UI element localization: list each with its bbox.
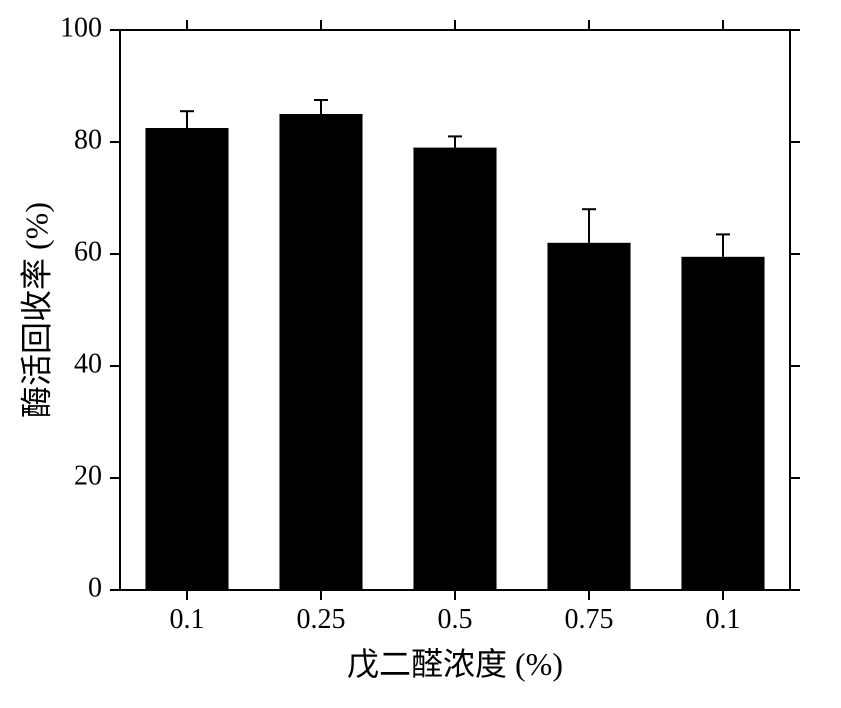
y-tick-label: 0 [88, 572, 102, 603]
x-tick-label: 0.25 [297, 604, 346, 635]
y-tick-label: 60 [74, 236, 102, 267]
bar [681, 257, 764, 590]
x-tick-label: 0.1 [706, 604, 741, 635]
y-tick-label: 20 [74, 460, 102, 491]
bar [547, 243, 630, 590]
bar-chart: 0 20 40 60 80 100 酶活回收率 (%) 0.1 0.25 0.5 0.75 0.1 戊二… [0, 0, 841, 708]
x-tick-label: 0.75 [565, 604, 614, 635]
y-axis-label: 酶活回收率 (%) [18, 202, 54, 418]
chart-container: 0 20 40 60 80 100 酶活回收率 (%) 0.1 0.25 0.5 0.75 0.1 戊二… [0, 0, 841, 708]
y-tick-label: 100 [60, 12, 102, 43]
bar [145, 128, 228, 590]
y-tick-label: 40 [74, 348, 102, 379]
bar [413, 148, 496, 590]
x-tick-label: 0.5 [438, 604, 473, 635]
x-axis-label: 戊二醛浓度 (%) [347, 646, 563, 682]
y-tick-label: 80 [74, 124, 102, 155]
bar [279, 114, 362, 590]
x-tick-label: 0.1 [170, 604, 205, 635]
